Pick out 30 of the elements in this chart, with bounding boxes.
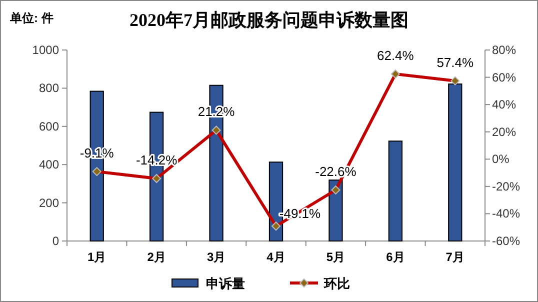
y2-tick-label: -20%	[492, 179, 520, 194]
bar	[328, 180, 343, 242]
text: 单位: 件	[9, 11, 54, 25]
x-tick-label: 7月	[446, 250, 464, 264]
y2-tick-label: 80%	[492, 43, 516, 57]
y2-tick-label: 60%	[492, 70, 516, 84]
bar	[388, 140, 402, 242]
y2-tick-label: 0%	[492, 152, 510, 166]
y2-tick-label: -40%	[492, 206, 520, 221]
x-tick-label: 4月	[266, 250, 286, 264]
x-tick-label: 1月	[88, 250, 106, 264]
legend-label: 环比	[323, 276, 350, 291]
bar	[448, 84, 462, 242]
x-tick-label: 2月	[147, 250, 166, 264]
y-tick-label: 800	[38, 81, 60, 96]
x-tick-label: 5月	[326, 250, 346, 264]
chart-title: 2020年7月邮政服务问题申诉数量图	[130, 10, 408, 30]
y2-tick-label: 20%	[492, 124, 516, 139]
legend-label: 申诉量	[206, 276, 245, 291]
x-tick-label: 6月	[386, 250, 405, 264]
y2-tick-label: -60%	[492, 234, 520, 248]
y-tick-label: 200	[38, 196, 60, 210]
y-tick-label: 0	[52, 234, 60, 248]
data-label: 62.4%	[376, 48, 414, 64]
y2-tick-label: 40%	[492, 98, 516, 112]
data-label: 57.4%	[436, 54, 474, 70]
y-tick-label: 1000	[32, 43, 60, 57]
x-tick-label: 3月	[206, 250, 226, 264]
y-tick-label: 400	[38, 158, 60, 172]
y-tick-label: 600	[38, 119, 60, 134]
